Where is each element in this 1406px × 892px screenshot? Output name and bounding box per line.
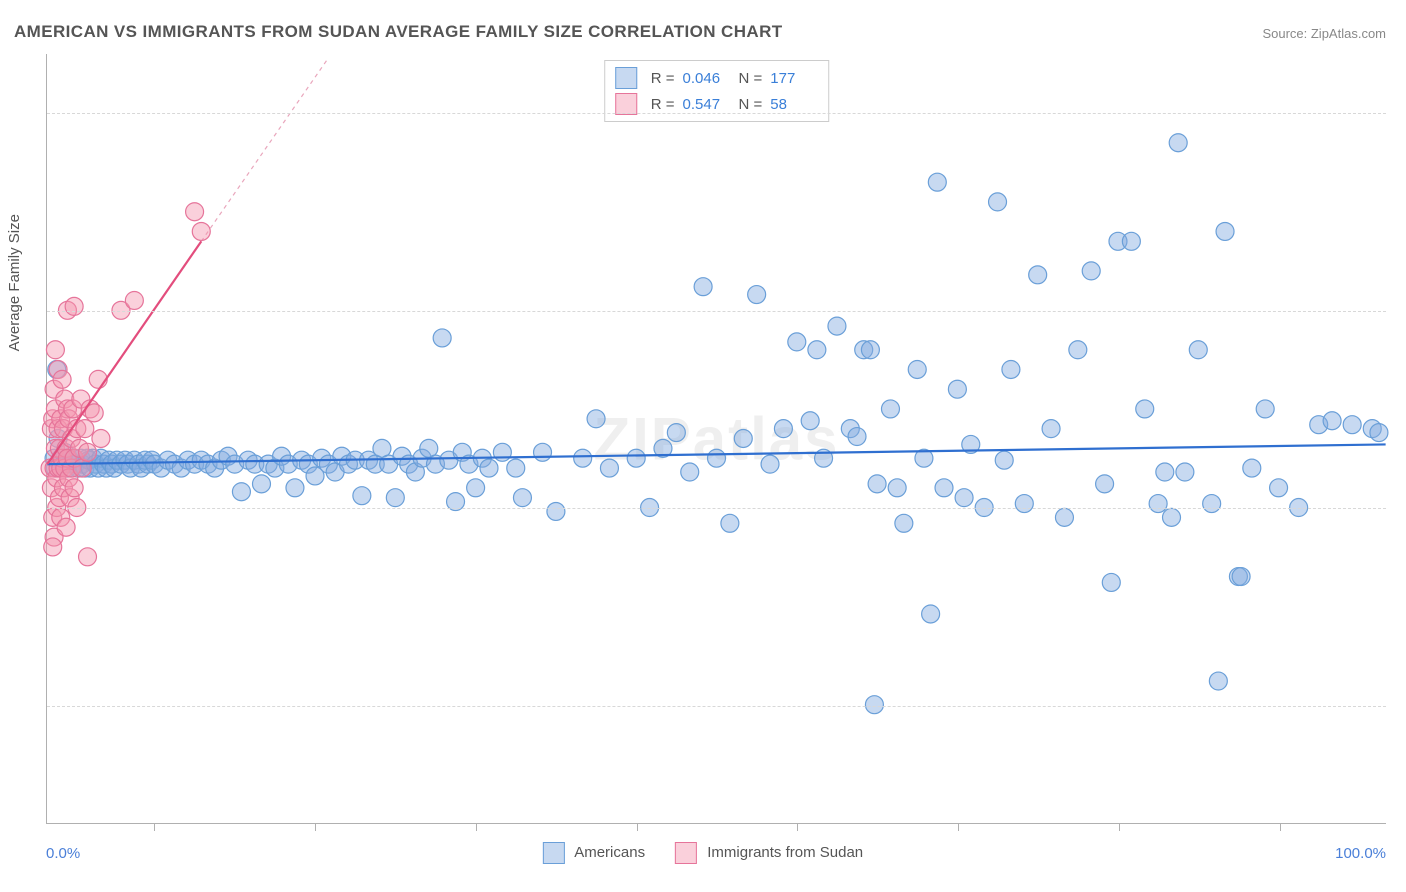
y-axis-label: Average Family Size	[6, 214, 23, 351]
gridline	[47, 113, 1386, 114]
y-tick-label: 4.00	[1392, 302, 1406, 319]
y-tick-label: 2.00	[1392, 697, 1406, 714]
legend-item-sudan: Immigrants from Sudan	[675, 842, 863, 864]
y-tick-label: 5.00	[1392, 105, 1406, 122]
gridline	[47, 311, 1386, 312]
x-tick	[315, 823, 316, 831]
source-attribution: Source: ZipAtlas.com	[1262, 26, 1386, 41]
x-axis-max-label: 100.0%	[1335, 845, 1386, 862]
chart-container: AMERICAN VS IMMIGRANTS FROM SUDAN AVERAG…	[0, 0, 1406, 892]
chart-title: AMERICAN VS IMMIGRANTS FROM SUDAN AVERAG…	[14, 22, 783, 42]
x-axis-min-label: 0.0%	[46, 845, 80, 862]
legend-item-americans: Americans	[543, 842, 645, 864]
legend-label-americans: Americans	[574, 844, 645, 861]
series-legend: Americans Immigrants from Sudan	[543, 842, 863, 864]
x-tick	[154, 823, 155, 831]
x-tick	[637, 823, 638, 831]
gridline	[47, 508, 1386, 509]
gridline	[47, 706, 1386, 707]
x-tick	[476, 823, 477, 831]
x-tick	[1119, 823, 1120, 831]
chart-svg	[47, 54, 1386, 823]
swatch-sudan	[675, 842, 697, 864]
x-tick	[958, 823, 959, 831]
y-tick-label: 3.00	[1392, 500, 1406, 517]
swatch-americans	[543, 842, 565, 864]
plot-area: ZIPatlas R = 0.046 N = 177 R = 0.547 N =…	[46, 54, 1386, 824]
x-tick	[797, 823, 798, 831]
legend-label-sudan: Immigrants from Sudan	[707, 844, 863, 861]
x-tick	[1280, 823, 1281, 831]
